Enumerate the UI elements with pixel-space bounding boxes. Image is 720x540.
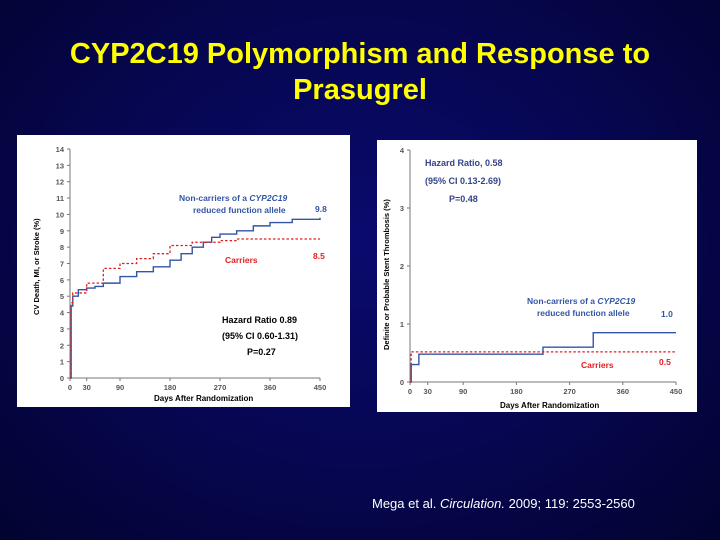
left-y-tick-label: 10 xyxy=(56,210,64,219)
right-x-tick-label: 360 xyxy=(617,387,630,396)
right-y-tick-label: 1 xyxy=(400,320,404,329)
title-line-2: Prasugrel xyxy=(293,74,427,106)
title-line-1: CYP2C19 Polymorphism and Response to xyxy=(69,38,651,70)
left-y-tick-label: 12 xyxy=(56,178,64,187)
left-hr-line1: Hazard Ratio 0.89 xyxy=(222,315,297,325)
left-x-tick-label: 270 xyxy=(214,383,227,392)
left-noncarrier-end-label: 9.8 xyxy=(315,204,327,214)
right-y-tick-label: 4 xyxy=(400,146,405,155)
right-x-tick-label: 450 xyxy=(670,387,683,396)
left-y-tick-label: 7 xyxy=(60,260,64,269)
left-y-tick-label: 14 xyxy=(56,145,65,154)
right-y-tick-label: 0 xyxy=(400,378,404,387)
right-y-tick-label: 3 xyxy=(400,204,404,213)
right-x-tick-label: 30 xyxy=(424,387,432,396)
right-y-tick-label: 2 xyxy=(400,262,404,271)
left-x-tick-label: 0 xyxy=(68,383,72,392)
right-ylabel: Definite or Probable Stent Thrombosis (%… xyxy=(382,199,391,350)
left-y-tick-label: 5 xyxy=(60,292,64,301)
right-x-tick-label: 270 xyxy=(563,387,576,396)
right-xlabel: Days After Randomization xyxy=(500,401,599,410)
left-y-tick-label: 3 xyxy=(60,325,64,334)
right-hr-line1: Hazard Ratio, 0.58 xyxy=(425,158,503,168)
slide-title: CYP2C19 Polymorphism and Response to Pra… xyxy=(20,36,700,108)
right-chart-panel: 0 1 2 3 4 0 30 90 180 270 360 450 Days After Random… xyxy=(377,140,697,412)
right-noncarrier-end-label: 1.0 xyxy=(661,309,673,319)
left-y-tick-label: 0 xyxy=(60,374,64,383)
left-ylabel: CV Death, MI, or Stroke (%) xyxy=(32,218,41,315)
right-hr-line2: (95% CI 0.13-2.69) xyxy=(425,176,501,186)
left-x-tick-label: 450 xyxy=(314,383,327,392)
left-y-tick-label: 6 xyxy=(60,276,64,285)
left-noncarrier-line xyxy=(70,217,321,379)
left-x-tick-label: 180 xyxy=(164,383,177,392)
left-xlabel: Days After Randomization xyxy=(154,394,253,403)
right-noncarrier-label: Non-carriers of a CYP2C19 xyxy=(527,296,635,306)
left-y-tick-label: 1 xyxy=(60,358,64,367)
right-x-tick-label: 180 xyxy=(510,387,523,396)
left-noncarrier-label-line2: reduced function allele xyxy=(193,205,286,215)
right-x-tick-label: 90 xyxy=(459,387,467,396)
right-hr-line3: P=0.48 xyxy=(449,194,478,204)
left-y-tick-label: 4 xyxy=(60,309,65,318)
right-carrier-label: Carriers xyxy=(581,360,614,370)
left-y-tick-label: 11 xyxy=(56,194,64,203)
left-x-tick-label: 30 xyxy=(82,383,90,392)
right-noncarrier-label-line2: reduced function allele xyxy=(537,308,630,318)
left-hr-line2: (95% CI 0.60-1.31) xyxy=(222,331,298,341)
left-carrier-label: Carriers xyxy=(225,255,258,265)
left-y-tick-label: 8 xyxy=(60,243,64,252)
left-y-tick-label: 2 xyxy=(60,341,64,350)
left-carrier-end-label: 8.5 xyxy=(313,251,325,261)
right-noncarrier-line xyxy=(410,332,676,383)
left-y-tick-label: 9 xyxy=(60,227,64,236)
left-x-tick-label: 360 xyxy=(264,383,277,392)
left-x-tick-label: 90 xyxy=(116,383,124,392)
left-noncarrier-label: Non-carriers of a CYP2C19 xyxy=(179,193,287,203)
right-carrier-line xyxy=(410,351,676,383)
left-chart-panel: 0 1 2 3 4 5 6 7 8 9 10 11 12 13 14 0 30 90 180 270 360 450 Da… xyxy=(17,135,350,407)
left-hr-line3: P=0.27 xyxy=(247,347,276,357)
right-carrier-end-label: 0.5 xyxy=(659,357,671,367)
citation: Mega et al. Circulation. 2009; 119: 2553… xyxy=(372,496,635,511)
right-chart: 0 1 2 3 4 0 30 90 180 270 360 450 Days After Random… xyxy=(382,146,683,410)
left-carrier-line xyxy=(70,238,320,379)
right-x-tick-label: 0 xyxy=(408,387,412,396)
left-y-tick-label: 13 xyxy=(56,161,64,170)
